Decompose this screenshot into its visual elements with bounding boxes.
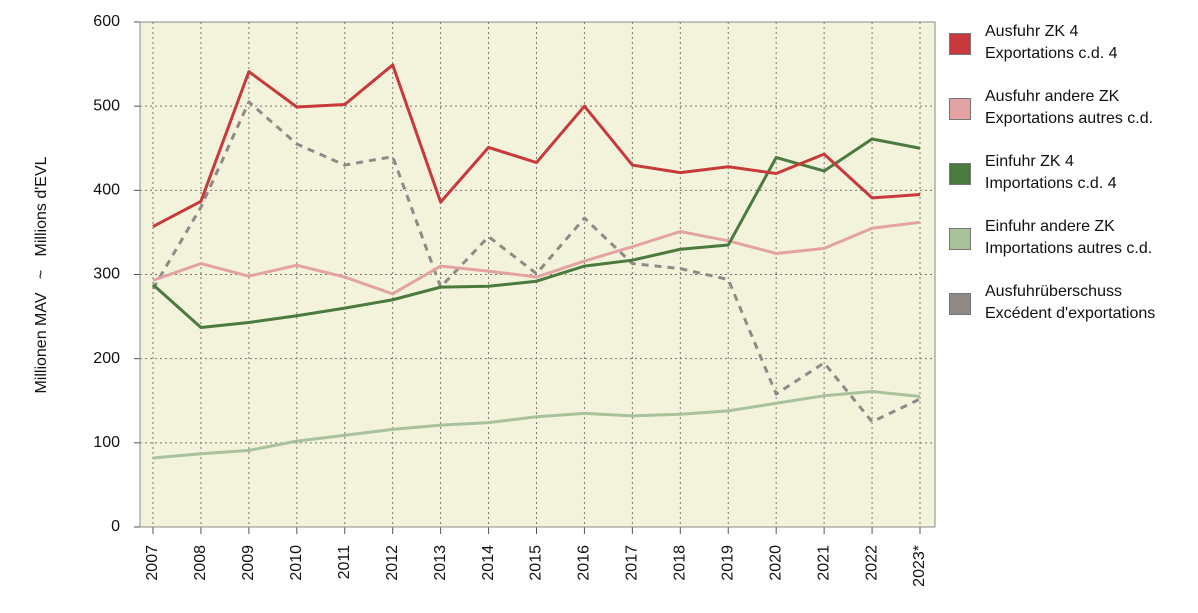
x-tick-label: 2018 [672,545,689,581]
legend-label: Einfuhr ZK 4 Importations c.d. 4 [985,153,1117,192]
series-line [152,389,921,460]
x-tick-label: 2013 [432,545,449,581]
x-tick-label: 2008 [192,545,209,581]
x-tick-label: 2009 [240,545,257,581]
series-line [151,137,921,330]
x-tick-label: 2016 [576,545,593,581]
y-tick-label: 100 [93,434,120,451]
legend-swatch [949,98,971,120]
y-axis-label: Millionen MAV ~ Millions d'EVL [33,156,50,393]
legend-swatch [949,33,971,55]
legend-swatch [949,293,971,315]
x-tick-label: 2015 [528,545,545,581]
legend-label: Einfuhr andere ZK Importations autres c.… [985,218,1153,257]
series-line [152,63,921,228]
y-tick-label: 300 [93,266,120,283]
x-tick-label: 2011 [336,545,353,580]
x-tick-label: 2021 [815,545,832,581]
y-tick-label: 200 [93,350,120,367]
x-tick-label: 2014 [480,545,497,581]
x-tick-label: 2010 [288,545,305,581]
x-tick-label: 2007 [144,545,161,581]
legend-label: Ausfuhrüberschuss Excédent d'exportation… [985,283,1156,322]
legend-label: Ausfuhr ZK 4 Exportations c.d. 4 [985,23,1118,62]
y-tick-label: 0 [111,518,120,535]
series-line [152,220,921,296]
legend-swatch [949,163,971,185]
y-tick-label: 600 [93,13,120,30]
x-tick-label: 2017 [624,545,641,581]
x-tick-label: 2022 [863,545,880,581]
x-tick-label: 2020 [767,545,784,581]
x-tick-label: 2019 [719,545,736,581]
plot-area [140,22,935,527]
x-tick-label: 2023* [911,545,928,587]
plot-border [139,21,936,528]
y-tick-label: 400 [93,182,120,199]
legend-label: Ausfuhr andere ZK Exportations autres c.… [985,88,1154,127]
series-line [151,100,921,424]
x-tick-label: 2012 [384,545,401,581]
legend-swatch [949,228,971,250]
y-tick-label: 500 [93,97,120,114]
